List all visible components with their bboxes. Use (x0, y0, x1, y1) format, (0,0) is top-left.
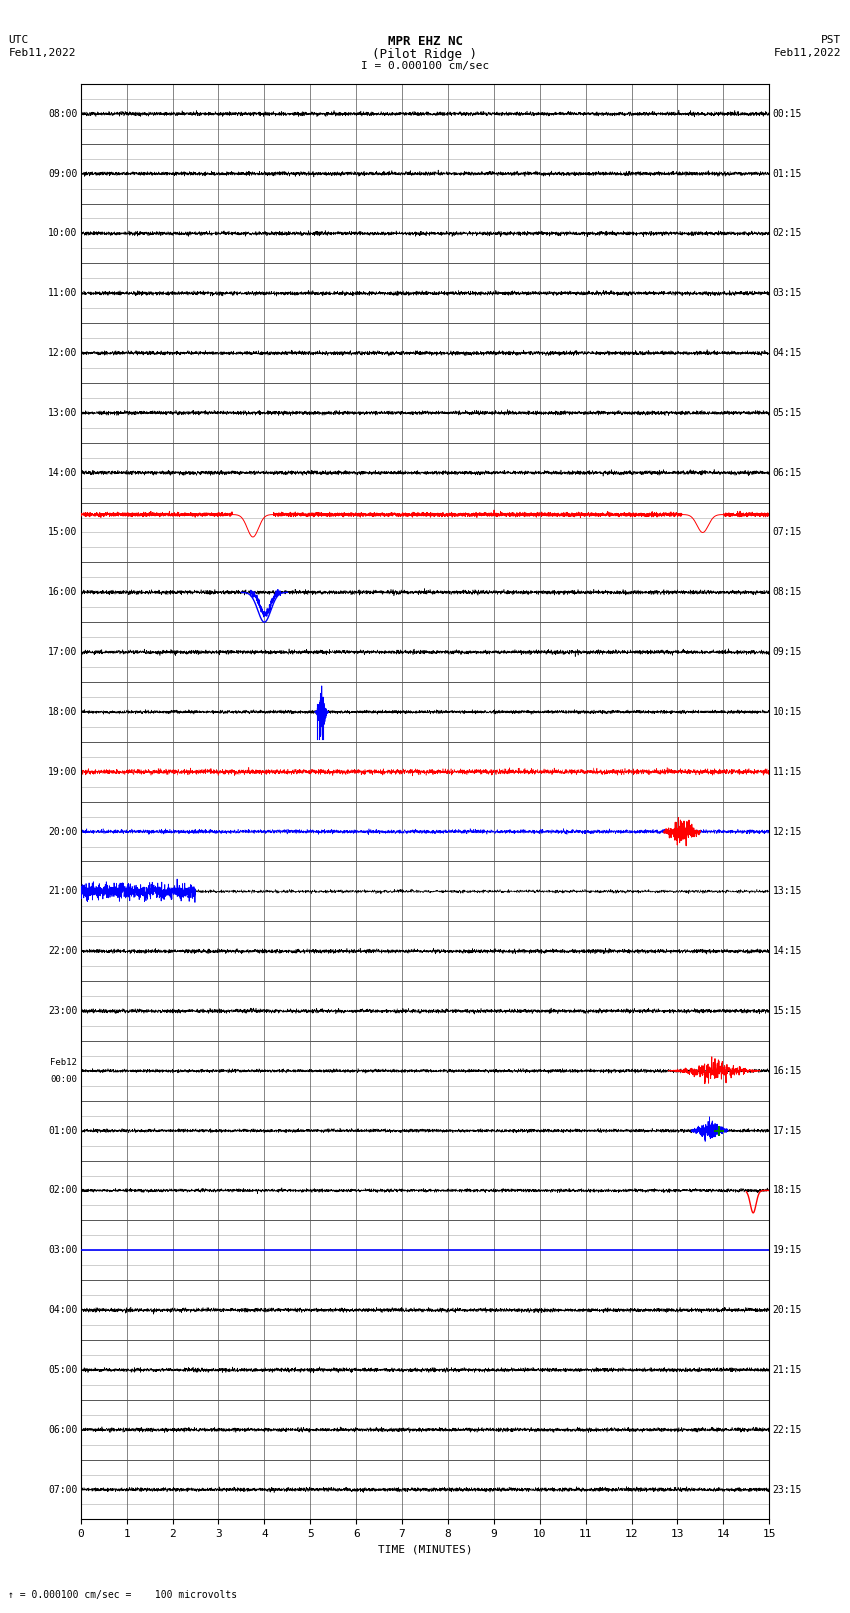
Text: 00:15: 00:15 (773, 108, 802, 119)
Text: 16:15: 16:15 (773, 1066, 802, 1076)
Text: 12:15: 12:15 (773, 826, 802, 837)
Text: 04:15: 04:15 (773, 348, 802, 358)
Text: 16:00: 16:00 (48, 587, 77, 597)
Text: 10:15: 10:15 (773, 706, 802, 716)
Text: 02:00: 02:00 (48, 1186, 77, 1195)
Text: 01:15: 01:15 (773, 169, 802, 179)
Text: 07:00: 07:00 (48, 1484, 77, 1495)
Text: 07:15: 07:15 (773, 527, 802, 537)
Text: 23:00: 23:00 (48, 1007, 77, 1016)
Text: 20:15: 20:15 (773, 1305, 802, 1315)
Text: ↑ = 0.000100 cm/sec =    100 microvolts: ↑ = 0.000100 cm/sec = 100 microvolts (8, 1590, 238, 1600)
Text: 14:15: 14:15 (773, 947, 802, 957)
Text: 11:00: 11:00 (48, 289, 77, 298)
Text: 15:15: 15:15 (773, 1007, 802, 1016)
Text: 22:15: 22:15 (773, 1424, 802, 1434)
Text: 19:15: 19:15 (773, 1245, 802, 1255)
Text: 13:15: 13:15 (773, 887, 802, 897)
Text: 09:00: 09:00 (48, 169, 77, 179)
Text: 22:00: 22:00 (48, 947, 77, 957)
Text: 08:15: 08:15 (773, 587, 802, 597)
Text: 06:15: 06:15 (773, 468, 802, 477)
Text: 01:00: 01:00 (48, 1126, 77, 1136)
Text: 23:15: 23:15 (773, 1484, 802, 1495)
Text: 13:00: 13:00 (48, 408, 77, 418)
Text: 06:00: 06:00 (48, 1424, 77, 1434)
Text: 18:15: 18:15 (773, 1186, 802, 1195)
Text: 02:15: 02:15 (773, 229, 802, 239)
Text: 21:00: 21:00 (48, 887, 77, 897)
Text: 12:00: 12:00 (48, 348, 77, 358)
Text: 10:00: 10:00 (48, 229, 77, 239)
Text: 21:15: 21:15 (773, 1365, 802, 1374)
Text: 05:00: 05:00 (48, 1365, 77, 1374)
Text: 08:00: 08:00 (48, 108, 77, 119)
X-axis label: TIME (MINUTES): TIME (MINUTES) (377, 1545, 473, 1555)
Text: PST: PST (821, 35, 842, 45)
Text: 05:15: 05:15 (773, 408, 802, 418)
Text: 03:15: 03:15 (773, 289, 802, 298)
Text: I = 0.000100 cm/sec: I = 0.000100 cm/sec (361, 61, 489, 71)
Text: UTC: UTC (8, 35, 29, 45)
Text: 11:15: 11:15 (773, 766, 802, 777)
Text: Feb11,2022: Feb11,2022 (774, 48, 842, 58)
Text: (Pilot Ridge ): (Pilot Ridge ) (372, 48, 478, 61)
Text: 09:15: 09:15 (773, 647, 802, 656)
Text: MPR EHZ NC: MPR EHZ NC (388, 35, 462, 48)
Text: 03:00: 03:00 (48, 1245, 77, 1255)
Text: 17:00: 17:00 (48, 647, 77, 656)
Text: 17:15: 17:15 (773, 1126, 802, 1136)
Text: 19:00: 19:00 (48, 766, 77, 777)
Text: Feb12: Feb12 (50, 1058, 77, 1066)
Text: 15:00: 15:00 (48, 527, 77, 537)
Text: Feb11,2022: Feb11,2022 (8, 48, 76, 58)
Text: 14:00: 14:00 (48, 468, 77, 477)
Text: 04:00: 04:00 (48, 1305, 77, 1315)
Text: 18:00: 18:00 (48, 706, 77, 716)
Text: 20:00: 20:00 (48, 826, 77, 837)
Text: 00:00: 00:00 (50, 1076, 77, 1084)
